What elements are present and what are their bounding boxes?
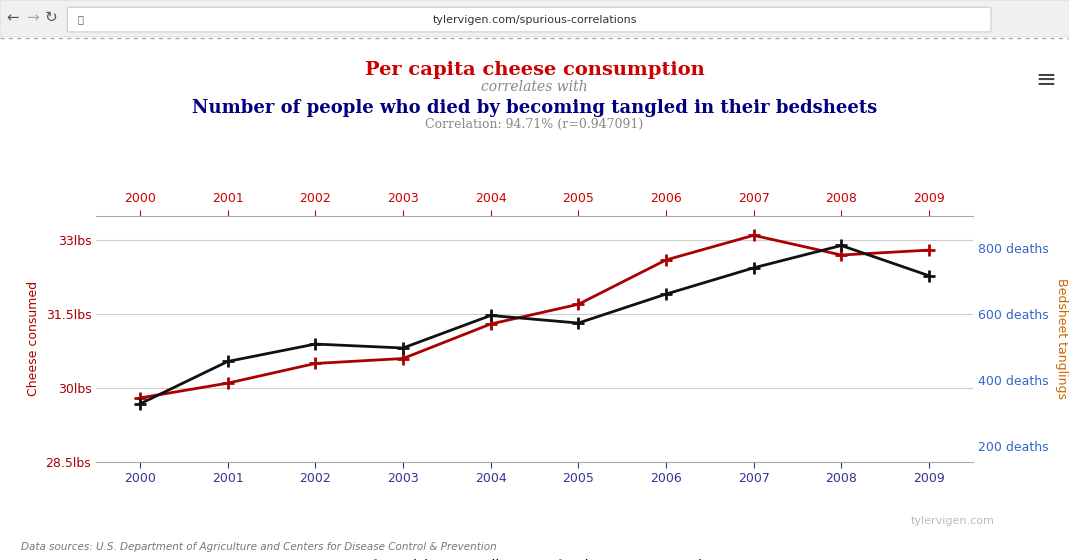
Text: correlates with: correlates with	[481, 80, 588, 94]
Text: Per capita cheese consumption: Per capita cheese consumption	[365, 61, 704, 79]
Legend: Bedsheet tanglings, Cheese consumed: Bedsheet tanglings, Cheese consumed	[361, 553, 708, 560]
Text: ←: ←	[6, 11, 19, 25]
Text: ↻: ↻	[45, 11, 58, 25]
Text: →: →	[26, 11, 38, 25]
Y-axis label: Bedsheet tanglings: Bedsheet tanglings	[1055, 278, 1068, 399]
Text: Number of people who died by becoming tangled in their bedsheets: Number of people who died by becoming ta…	[191, 99, 878, 116]
Text: 🔒: 🔒	[77, 15, 83, 25]
Text: Data sources: U.S. Department of Agriculture and Centers for Disease Control & P: Data sources: U.S. Department of Agricul…	[21, 542, 497, 552]
Text: Correlation: 94.71% (r=0.947091): Correlation: 94.71% (r=0.947091)	[425, 118, 644, 131]
Text: tylervigen.com: tylervigen.com	[911, 516, 994, 526]
Text: ≡: ≡	[1035, 68, 1056, 91]
Text: tylervigen.com/spurious-correlations: tylervigen.com/spurious-correlations	[432, 15, 637, 25]
Y-axis label: Cheese consumed: Cheese consumed	[27, 281, 40, 396]
